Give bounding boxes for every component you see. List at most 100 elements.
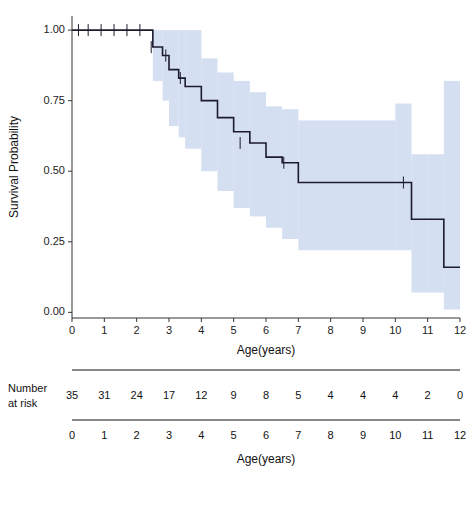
number-at-risk: 17 xyxy=(163,389,175,401)
ci-segment xyxy=(185,30,201,149)
ci-segment xyxy=(250,92,266,216)
ci-segment xyxy=(395,103,411,250)
x-tick xyxy=(104,318,105,322)
censor-marks xyxy=(78,24,403,188)
x-tick xyxy=(330,318,331,322)
ci-segment xyxy=(163,30,169,101)
ci-segment xyxy=(412,154,428,292)
y-tick xyxy=(68,241,72,242)
x-tick-label: 6 xyxy=(263,324,269,336)
y-tick xyxy=(68,30,72,31)
risk-axis-row: 0123456789101112Age(years) xyxy=(69,420,466,466)
x-tick-label: 5 xyxy=(231,324,237,336)
number-at-risk: 4 xyxy=(392,389,398,401)
x-tick-label: 11 xyxy=(422,324,433,336)
number-at-risk: 2 xyxy=(425,389,431,401)
censor-tick xyxy=(165,50,166,62)
x-tick-label: 0 xyxy=(69,324,75,336)
risk-time-label: 4 xyxy=(198,429,204,441)
x-tick xyxy=(201,318,202,322)
ci-segment xyxy=(428,154,444,292)
x-tick xyxy=(72,318,73,322)
censor-tick xyxy=(240,137,241,149)
risk-time-label: 11 xyxy=(422,429,433,441)
number-at-risk: 9 xyxy=(231,389,237,401)
risk-time-label: 3 xyxy=(166,429,172,441)
risk-time-label: 1 xyxy=(101,429,107,441)
ci-segment xyxy=(201,58,217,171)
x-tick-label: 3 xyxy=(166,324,172,336)
risk-time-label: 12 xyxy=(454,429,466,441)
x-tick xyxy=(427,318,428,322)
risk-axis-label: Age(years) xyxy=(237,452,296,466)
censor-tick xyxy=(78,24,79,36)
risk-time-label: 9 xyxy=(360,429,366,441)
x-tick xyxy=(233,318,234,322)
x-tick-label: 7 xyxy=(295,324,301,336)
risk-label: at risk xyxy=(8,397,38,409)
number-at-risk: 4 xyxy=(328,389,334,401)
x-tick-label: 9 xyxy=(360,324,366,336)
risk-time-label: 5 xyxy=(231,429,237,441)
y-tick-label: 0.00 xyxy=(44,305,65,317)
censor-tick xyxy=(403,177,404,189)
censor-tick xyxy=(101,24,102,36)
ci-segment xyxy=(298,120,395,250)
plot-area xyxy=(72,24,460,309)
risk-axis-rule xyxy=(72,420,460,421)
x-tick xyxy=(169,318,170,322)
x-tick xyxy=(266,318,267,322)
censor-tick xyxy=(283,157,284,169)
ci-segment xyxy=(169,30,179,126)
number-at-risk: 12 xyxy=(195,389,207,401)
chart: 0.000.250.500.751.000123456789101112Age(… xyxy=(0,0,474,519)
ci-segment xyxy=(234,81,250,208)
number-at-risk: 0 xyxy=(457,389,463,401)
censor-tick xyxy=(151,41,152,53)
x-tick xyxy=(136,318,137,322)
ci-segment xyxy=(444,81,460,310)
y-tick-label: 0.25 xyxy=(44,235,65,247)
ci-band xyxy=(153,30,460,309)
risk-table: Numberat risk353124171298544420 xyxy=(8,370,463,409)
risk-time-label: 0 xyxy=(69,429,75,441)
censor-tick xyxy=(88,24,89,36)
ci-segment xyxy=(266,106,282,227)
axes: 0.000.250.500.751.000123456789101112 xyxy=(44,16,467,336)
risk-time-label: 2 xyxy=(134,429,140,441)
ci-segment xyxy=(460,81,461,310)
survival-curve xyxy=(72,30,460,267)
x-tick xyxy=(363,318,364,322)
y-tick xyxy=(68,312,72,313)
x-tick xyxy=(395,318,396,322)
risk-time-label: 6 xyxy=(263,429,269,441)
x-tick-label: 12 xyxy=(454,324,466,336)
number-at-risk: 24 xyxy=(131,389,143,401)
risk-label: Number xyxy=(8,382,47,394)
number-at-risk: 5 xyxy=(295,389,301,401)
ci-segment xyxy=(179,30,185,137)
risk-time-label: 8 xyxy=(328,429,334,441)
risk-time-label: 7 xyxy=(295,429,301,441)
ci-segment xyxy=(282,109,298,239)
risk-time-label: 10 xyxy=(389,429,401,441)
y-axis-line xyxy=(72,16,73,318)
y-axis-label: Survival Probability xyxy=(7,116,21,218)
number-at-risk: 35 xyxy=(66,389,78,401)
ci-segment xyxy=(218,72,234,191)
risk-table-rule xyxy=(72,370,460,371)
ci-segment xyxy=(153,30,163,81)
x-tick-label: 10 xyxy=(389,324,401,336)
number-at-risk: 4 xyxy=(360,389,366,401)
number-at-risk: 31 xyxy=(98,389,110,401)
censor-tick xyxy=(126,24,127,36)
x-tick-label: 8 xyxy=(328,324,334,336)
x-tick-label: 4 xyxy=(198,324,204,336)
censor-tick xyxy=(180,72,181,84)
y-tick xyxy=(68,100,72,101)
x-tick xyxy=(460,318,461,322)
censor-tick xyxy=(139,24,140,36)
y-tick-label: 0.75 xyxy=(44,94,65,106)
x-tick-label: 2 xyxy=(134,324,140,336)
x-tick-label: 1 xyxy=(101,324,107,336)
